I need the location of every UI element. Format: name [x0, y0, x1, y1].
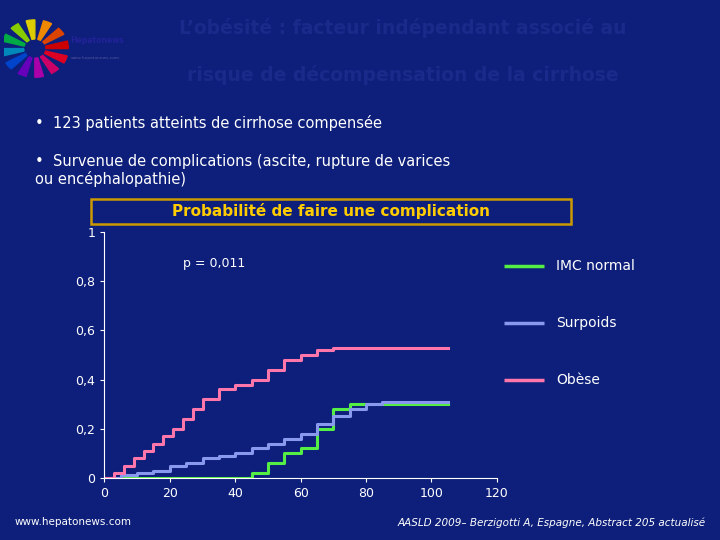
Text: IMC normal: IMC normal: [557, 259, 635, 273]
Text: risque de décompensation de la cirrhose: risque de décompensation de la cirrhose: [187, 65, 619, 85]
Text: •  123 patients atteints de cirrhose compensée: • 123 patients atteints de cirrhose comp…: [35, 116, 382, 131]
Text: Obèse: Obèse: [557, 373, 600, 387]
Text: L’obésité : facteur indépendant associé au: L’obésité : facteur indépendant associé …: [179, 18, 627, 38]
Text: Probabilité de faire une complication: Probabilité de faire une complication: [172, 203, 490, 219]
Wedge shape: [18, 57, 32, 76]
Text: www.hepatonews.com: www.hepatonews.com: [14, 517, 132, 528]
FancyBboxPatch shape: [91, 199, 571, 224]
Wedge shape: [37, 21, 52, 40]
Wedge shape: [35, 58, 43, 77]
Wedge shape: [40, 55, 58, 73]
Text: p = 0,011: p = 0,011: [183, 256, 245, 270]
Wedge shape: [6, 53, 27, 69]
Text: •  Survenue de complications (ascite, rupture de varices
ou encéphalopathie): • Survenue de complications (ascite, rup…: [35, 154, 451, 187]
Text: www.hepatonews.com: www.hepatonews.com: [71, 56, 120, 60]
Wedge shape: [2, 34, 25, 46]
Wedge shape: [42, 28, 64, 44]
Wedge shape: [26, 20, 35, 39]
Text: Hepatonews: Hepatonews: [71, 36, 125, 45]
Wedge shape: [45, 51, 67, 63]
Wedge shape: [45, 41, 68, 49]
Wedge shape: [1, 49, 24, 56]
Text: Surpoids: Surpoids: [557, 316, 617, 330]
Wedge shape: [12, 24, 30, 42]
Text: AASLD 2009– Berzigotti A, Espagne, Abstract 205 actualisé: AASLD 2009– Berzigotti A, Espagne, Abstr…: [397, 517, 706, 528]
